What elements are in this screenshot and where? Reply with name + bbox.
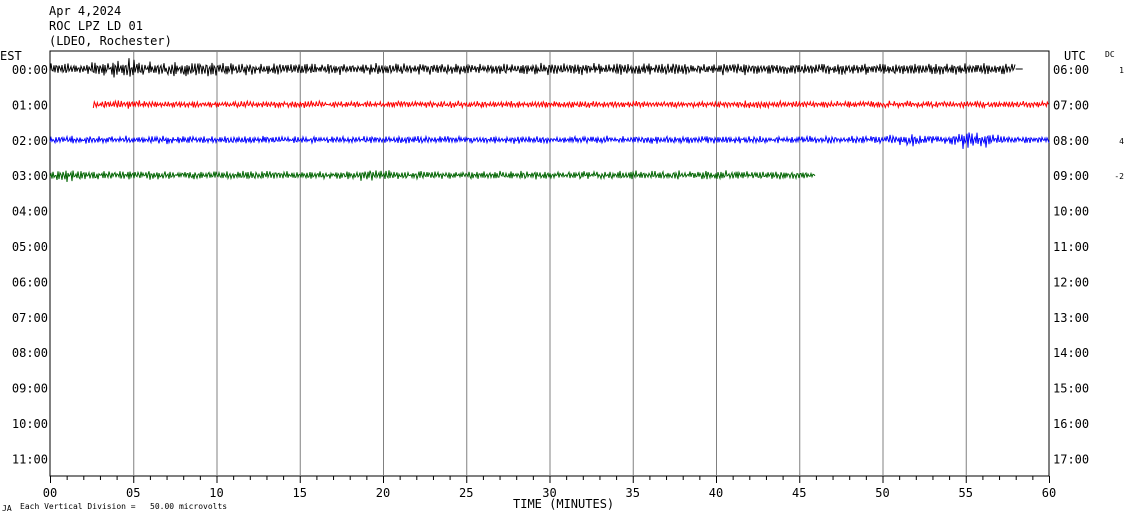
seismic-trace-1 [92, 99, 1049, 110]
row-label-utc: 14:00 [1053, 346, 1089, 360]
row-label-utc: 07:00 [1053, 98, 1089, 112]
x-axis-title: TIME (MINUTES) [513, 497, 615, 511]
row-label-utc: 09:00 [1053, 169, 1089, 183]
x-tick-label: 50 [875, 486, 889, 500]
dc-offset-label: 4 [1119, 137, 1124, 146]
dc-offset-label: 1 [1119, 66, 1124, 75]
chart-date: Apr 4,2024 [49, 4, 122, 18]
row-label-est: 09:00 [12, 382, 48, 396]
x-tick-label: 00 [43, 486, 57, 500]
x-tick-label: 35 [626, 486, 640, 500]
row-label-utc: 08:00 [1053, 134, 1089, 148]
x-tick-label: 45 [792, 486, 806, 500]
dc-offset-label: -2 [1114, 172, 1124, 181]
row-label-est: 05:00 [12, 240, 48, 254]
row-label-utc: 10:00 [1053, 205, 1089, 219]
row-label-est: 04:00 [12, 205, 48, 219]
x-tick-label: 10 [209, 486, 223, 500]
row-label-utc: 13:00 [1053, 311, 1089, 325]
x-tick-label: 40 [709, 486, 723, 500]
row-label-est: 11:00 [12, 452, 48, 466]
right-zone-label: UTC [1064, 49, 1086, 63]
seismic-trace-3 [49, 169, 816, 183]
left-zone-label: EST [0, 49, 22, 63]
x-tick-label: 05 [126, 486, 140, 500]
x-tick-label: 25 [459, 486, 473, 500]
station-code: ROC LPZ LD 01 [49, 19, 143, 33]
row-label-est: 10:00 [12, 417, 48, 431]
seismic-trace-2 [49, 132, 1050, 149]
x-tick-label: 30 [542, 486, 556, 500]
row-label-est: 06:00 [12, 275, 48, 289]
vertical-division-note: Each Vertical Division = 50.00 microvolt… [20, 502, 228, 511]
row-label-utc: 16:00 [1053, 417, 1089, 431]
dc-label: DC [1105, 50, 1115, 59]
seismic-trace-0 [49, 58, 1016, 78]
row-label-utc: 06:00 [1053, 63, 1089, 77]
row-label-utc: 11:00 [1053, 240, 1089, 254]
row-label-est: 00:00 [12, 63, 48, 77]
row-label-utc: 12:00 [1053, 275, 1089, 289]
x-tick-label: 20 [376, 486, 390, 500]
x-tick-label: 55 [959, 486, 973, 500]
row-label-est: 03:00 [12, 169, 48, 183]
row-label-est: 08:00 [12, 346, 48, 360]
row-label-est: 01:00 [12, 98, 48, 112]
row-label-est: 02:00 [12, 134, 48, 148]
footer-mark: JA [2, 504, 12, 513]
row-label-utc: 17:00 [1053, 452, 1089, 466]
row-label-utc: 15:00 [1053, 382, 1089, 396]
x-tick-label: 60 [1042, 486, 1056, 500]
row-label-est: 07:00 [12, 311, 48, 325]
x-tick-label: 15 [293, 486, 307, 500]
station-network: (LDEO, Rochester) [49, 34, 172, 48]
